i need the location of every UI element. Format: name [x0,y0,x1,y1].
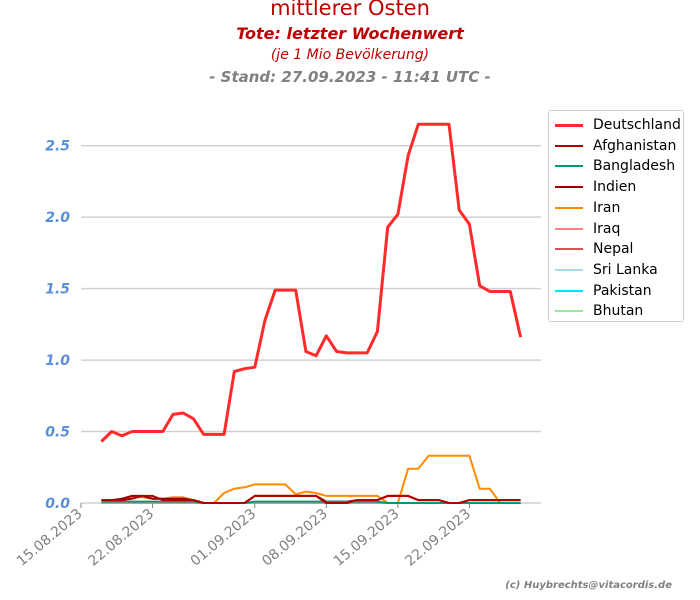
legend-label: Bangladesh [593,158,676,175]
series-line-iran [101,454,521,504]
legend-label: Deutschland [593,117,681,133]
legend-swatch [555,248,583,251]
x-tick-label: 01.09.2023 [188,506,260,570]
y-tick-label: 2.5 [45,139,70,155]
legend-item: Deutschland [549,115,681,135]
legend-label: Afghanistan [593,137,677,154]
legend-item: Sri Lanka [549,260,658,280]
y-tick-label: 1.0 [45,353,70,369]
x-tick-label: 15.08.2023 [14,506,86,570]
legend-swatch [555,310,583,313]
x-tick-label: 22.09.2023 [402,506,474,570]
legend-swatch [555,186,583,189]
chart-credit: (c) Huybrechts@vitacordis.de [505,580,672,591]
legend-item: Pakistan [549,281,652,301]
legend-swatch [555,289,583,292]
chart-subtitle: Tote: letzter Wochenwert [236,24,464,43]
legend-label: Sri Lanka [593,261,658,278]
legend-swatch [555,268,583,271]
legend-swatch [555,206,583,209]
x-tick-label: 22.08.2023 [85,506,157,570]
y-tick-label: 0.5 [45,425,70,441]
chart-subtitle-units: (je 1 Mio Bevölkerung) [270,47,430,63]
legend-item: Afghanistan [549,136,676,156]
x-tick-label: 15.09.2023 [331,506,403,570]
legend-item: Iraq [549,219,620,239]
legend-label: Bhutan [593,303,644,320]
chart-title: mittlerer Osten [270,0,430,20]
x-tick-label: 08.09.2023 [259,506,331,570]
y-tick-label: 1.5 [45,282,70,298]
legend-label: Iraq [593,220,621,237]
legend-swatch [555,123,583,127]
legend-label: Pakistan [593,282,652,299]
legend-swatch [555,165,583,168]
legend-swatch [555,144,583,147]
y-tick-label: 2.0 [45,210,70,226]
legend-label: Iran [593,199,621,216]
legend-item: Bhutan [549,301,643,321]
legend-item: Indien [549,177,636,197]
legend-item: Iran [549,198,620,218]
legend-swatch [555,227,583,230]
legend-label: Indien [593,179,637,196]
chart-timestamp: - Stand: 27.09.2023 - 11:41 UTC - [209,68,491,86]
legend-item: Bangladesh [549,156,675,176]
legend-item: Nepal [549,239,633,259]
series-line-deutschland [100,122,523,443]
chart-legend: Deutschland Afghanistan Bangladesh Indien Ir… [548,110,684,322]
legend-label: Nepal [593,241,634,258]
series-line-afghanistan [101,494,521,504]
y-tick-label: 0.0 [45,496,70,512]
